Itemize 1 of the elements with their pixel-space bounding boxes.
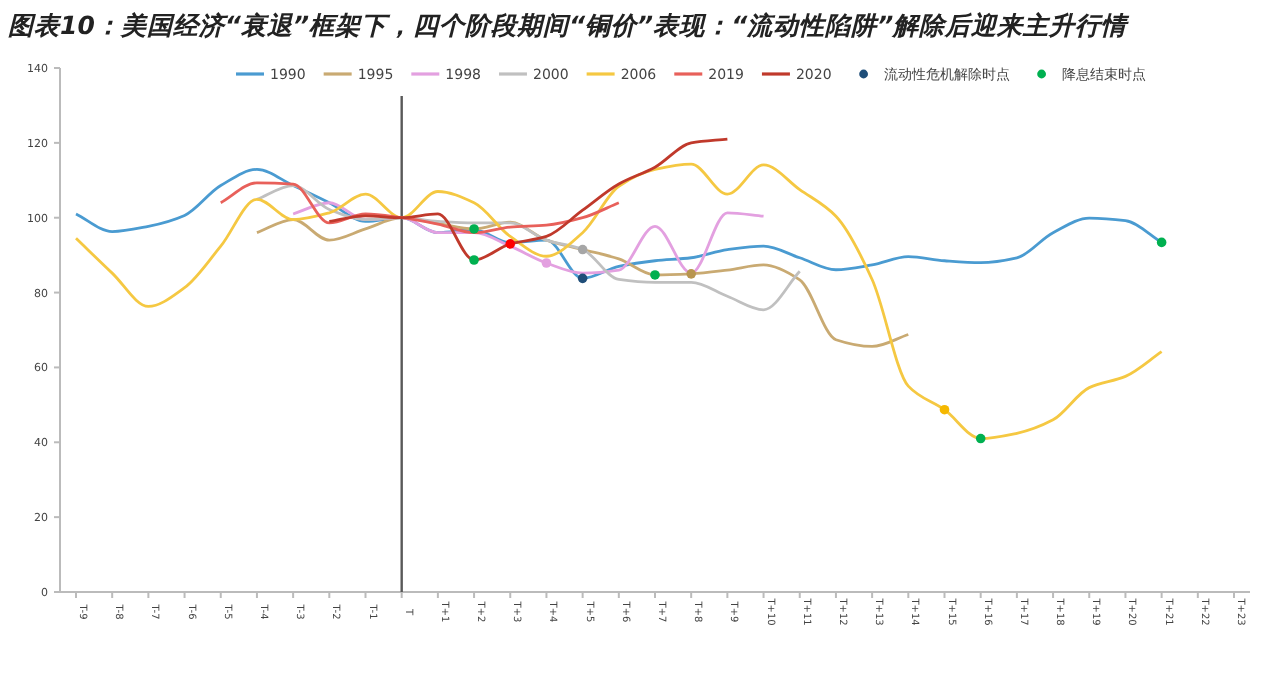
chart-title: 图表10：美国经济“衰退”框架下，四个阶段期间“铜价”表现：“流动性陷阱”解除后迎来主升行情 — [8, 10, 1132, 40]
